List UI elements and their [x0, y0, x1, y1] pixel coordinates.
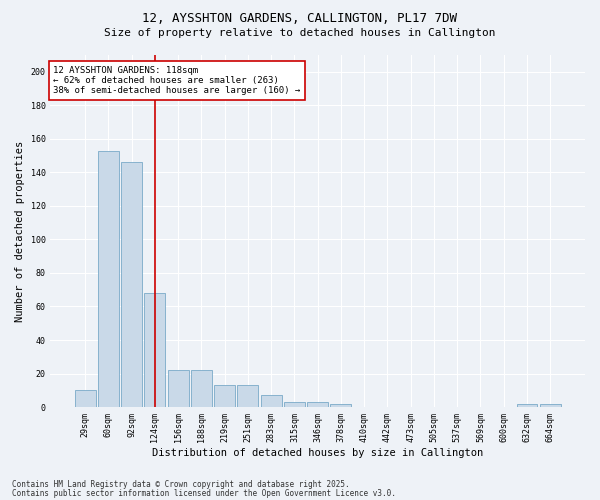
Text: Contains public sector information licensed under the Open Government Licence v3: Contains public sector information licen…	[12, 488, 396, 498]
Bar	[98, 150, 119, 407]
Bar	[191, 370, 212, 407]
Bar	[261, 396, 281, 407]
X-axis label: Distribution of detached houses by size in Callington: Distribution of detached houses by size …	[152, 448, 484, 458]
Bar	[284, 402, 305, 407]
Bar	[214, 386, 235, 407]
Bar	[540, 404, 561, 407]
Bar	[168, 370, 188, 407]
Bar	[145, 293, 166, 407]
Bar	[121, 162, 142, 407]
Text: 12, AYSSHTON GARDENS, CALLINGTON, PL17 7DW: 12, AYSSHTON GARDENS, CALLINGTON, PL17 7…	[143, 12, 458, 26]
Bar	[75, 390, 95, 407]
Bar	[517, 404, 538, 407]
Bar	[331, 404, 352, 407]
Y-axis label: Number of detached properties: Number of detached properties	[15, 140, 25, 322]
Bar	[238, 386, 259, 407]
Text: 12 AYSSHTON GARDENS: 118sqm
← 62% of detached houses are smaller (263)
38% of se: 12 AYSSHTON GARDENS: 118sqm ← 62% of det…	[53, 66, 301, 96]
Bar	[307, 402, 328, 407]
Text: Size of property relative to detached houses in Callington: Size of property relative to detached ho…	[104, 28, 496, 38]
Text: Contains HM Land Registry data © Crown copyright and database right 2025.: Contains HM Land Registry data © Crown c…	[12, 480, 350, 489]
